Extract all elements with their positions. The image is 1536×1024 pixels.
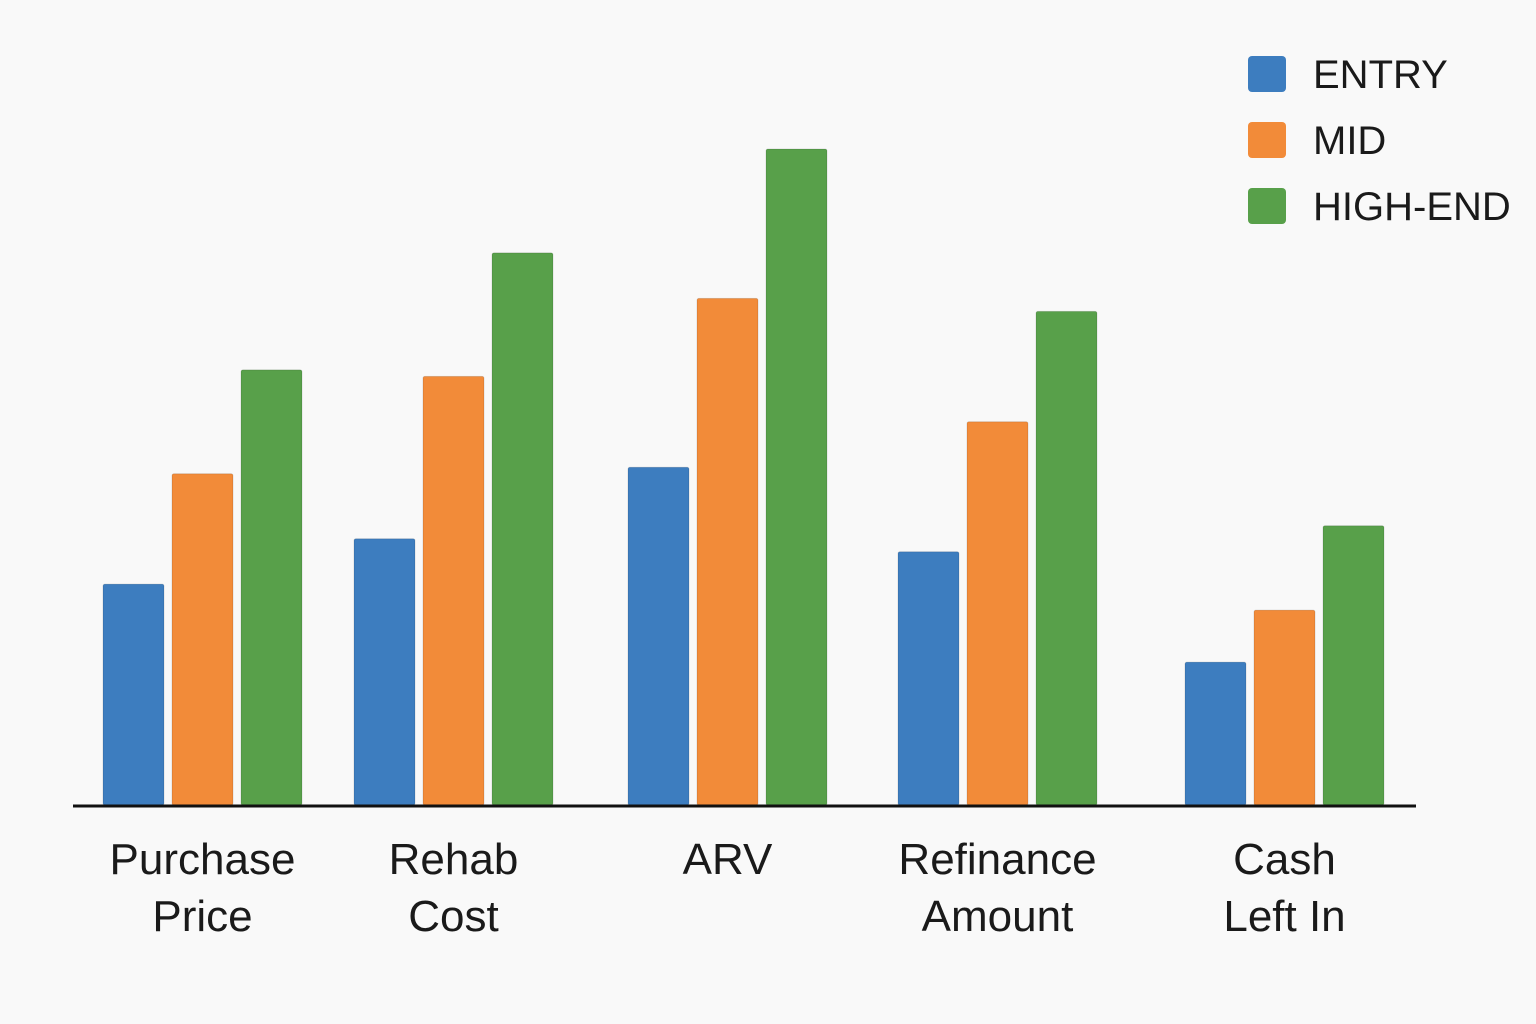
bar-high-end-refinance-amount <box>1035 310 1098 806</box>
category-label-rehab-cost: Rehab Cost <box>389 835 519 941</box>
category-label-line: Refinance <box>898 835 1096 884</box>
legend-label-high-end: HIGH-END <box>1313 185 1511 229</box>
bar-high-end-arv <box>765 148 828 806</box>
category-label-line: ARV <box>683 835 773 884</box>
category-label-line: Purchase <box>110 835 296 884</box>
legend-swatch-entry <box>1248 56 1286 92</box>
legend-swatch-mid <box>1248 122 1286 158</box>
category-label-line: Price <box>152 892 252 941</box>
legend-label-entry: ENTRY <box>1313 53 1448 97</box>
bar-mid-arv <box>696 297 759 806</box>
bar-mid-rehab-cost <box>422 375 485 806</box>
bar-mid-purchase-price <box>171 473 234 806</box>
category-label-refinance-amount: Refinance Amount <box>898 835 1096 941</box>
legend: ENTRY MID HIGH-END <box>1248 53 1511 229</box>
category-label-line: Cost <box>408 892 498 941</box>
category-label-line: Left In <box>1223 892 1345 941</box>
category-label-arv: ARV <box>683 835 773 884</box>
category-label-cash-left-in: Cash Left In <box>1223 835 1345 941</box>
bar-high-end-cash-left-in <box>1322 525 1385 806</box>
legend-label-mid: MID <box>1313 119 1386 163</box>
bar-entry-refinance-amount <box>897 551 960 806</box>
bar-entry-rehab-cost <box>353 538 416 806</box>
bar-entry-cash-left-in <box>1184 661 1247 806</box>
bar-entry-arv <box>627 466 690 806</box>
bar-mid-cash-left-in <box>1253 609 1316 806</box>
category-label-line: Amount <box>922 892 1074 941</box>
category-label-line: Cash <box>1233 835 1336 884</box>
bars-group <box>102 148 1385 806</box>
legend-swatch-high-end <box>1248 188 1286 224</box>
bar-entry-purchase-price <box>102 583 165 806</box>
bar-mid-refinance-amount <box>966 421 1029 806</box>
category-label-line: Rehab <box>389 835 519 884</box>
category-label-purchase-price: Purchase Price <box>110 835 296 941</box>
category-labels: Purchase Price Rehab Cost ARV Refinance Amount… <box>110 835 1346 941</box>
bar-high-end-purchase-price <box>240 369 303 806</box>
bar-high-end-rehab-cost <box>491 252 554 806</box>
